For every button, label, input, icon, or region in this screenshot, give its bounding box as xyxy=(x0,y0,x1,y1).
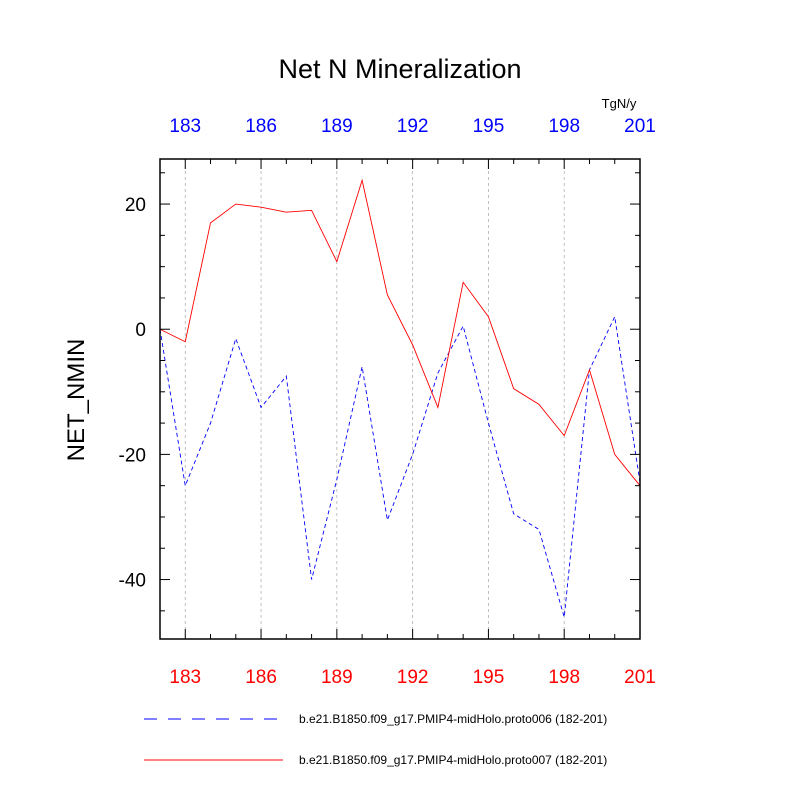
series-line-proto006 xyxy=(159,315,641,618)
x-tick-label-bottom: 201 xyxy=(624,667,656,688)
plot-frame xyxy=(159,158,641,640)
units-label: TgN/y xyxy=(602,96,637,111)
tick-labels: 183 186 189 192 195 198 201 183 186 189 192 195 198 2… xyxy=(119,116,656,688)
x-tick-label-top: 201 xyxy=(624,116,656,137)
x-tick-label-top: 195 xyxy=(473,116,505,137)
legend-label-proto007: b.e21.B1850.f09_g17.PMIP4-midHolo.proto0… xyxy=(299,753,607,767)
plot-lines xyxy=(159,178,641,618)
x-tick-label-top: 183 xyxy=(169,116,201,137)
x-tick-label-bottom: 189 xyxy=(321,667,353,688)
ticks xyxy=(159,159,641,639)
legend-label-proto006: b.e21.B1850.f09_g17.PMIP4-midHolo.proto0… xyxy=(299,712,607,726)
x-tick-label-bottom: 198 xyxy=(548,667,580,688)
y-tick-label: 20 xyxy=(125,195,146,216)
y-axis-label: NET_NMIN xyxy=(63,339,90,462)
x-tick-label-bottom: 195 xyxy=(473,667,505,688)
x-tick-label-bottom: 192 xyxy=(397,667,429,688)
x-tick-label-bottom: 183 xyxy=(169,667,201,688)
chart-title: Net N Mineralization xyxy=(278,54,521,84)
y-tick-label: -40 xyxy=(119,571,146,592)
x-tick-label-top: 189 xyxy=(321,116,353,137)
x-tick-label-top: 186 xyxy=(245,116,277,137)
y-tick-label: -20 xyxy=(119,445,146,466)
x-tick-label-top: 198 xyxy=(548,116,580,137)
x-tick-label-top: 192 xyxy=(397,116,429,137)
series-line-proto007 xyxy=(159,178,641,486)
x-tick-label-bottom: 186 xyxy=(245,667,277,688)
y-tick-label: 0 xyxy=(135,320,146,341)
gridlines xyxy=(184,159,641,639)
legend: b.e21.B1850.f09_g17.PMIP4-midHolo.proto0… xyxy=(144,712,607,767)
